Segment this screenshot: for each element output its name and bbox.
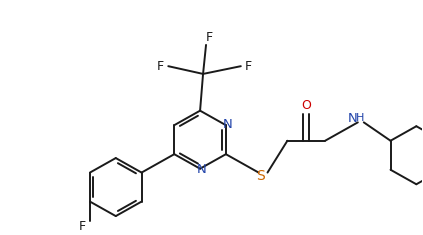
Text: F: F xyxy=(206,31,213,44)
Text: N: N xyxy=(348,112,358,125)
Text: F: F xyxy=(157,60,164,73)
Text: N: N xyxy=(197,163,207,176)
Text: H: H xyxy=(356,114,364,124)
Text: N: N xyxy=(223,118,233,131)
Text: S: S xyxy=(256,169,265,184)
Text: F: F xyxy=(78,220,85,233)
Text: F: F xyxy=(245,60,252,73)
Text: O: O xyxy=(301,99,311,112)
